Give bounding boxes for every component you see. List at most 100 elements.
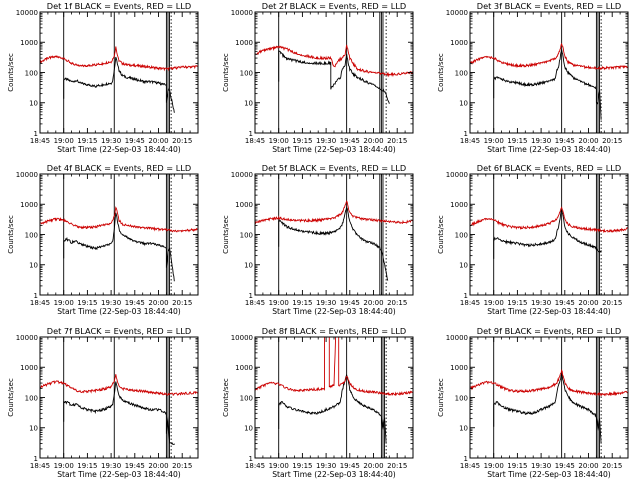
series-line-lld [39, 46, 199, 72]
x-tick-label: 19:15 [77, 462, 97, 470]
x-tick-label: 19:30 [531, 299, 551, 307]
y-tick-label: 100 [455, 231, 468, 239]
x-tick-label: 20:00 [578, 299, 598, 307]
x-tick-label: 20:00 [578, 462, 598, 470]
series-line-events [63, 56, 175, 113]
y-tick-label: 1 [464, 292, 468, 300]
x-tick-label: 20:15 [602, 299, 622, 307]
y-tick-label: 1 [464, 130, 468, 138]
y-tick-label: 100 [240, 231, 253, 239]
x-tick-label: 20:00 [148, 299, 168, 307]
y-axis-label: Counts/sec [437, 378, 445, 417]
x-tick-label: 20:15 [387, 137, 407, 145]
y-tick-label: 100 [240, 69, 253, 77]
chart-panel-7: Det 7f BLACK = Events, RED = LLD 1 10 100 10… [7, 326, 199, 479]
x-tick-label: 18:45 [245, 462, 265, 470]
chart-panel-8: Det 8f BLACK = Events, RED = LLD 1 10 100 10… [222, 326, 414, 479]
chart-panel-9: Det 9f BLACK = Events, RED = LLD 1 10 100 10… [437, 326, 629, 479]
x-tick-label: 19:45 [340, 462, 360, 470]
y-tick-label: 10000 [16, 334, 38, 342]
y-axis-label: Counts/sec [7, 53, 15, 92]
series-line-lld [254, 336, 414, 397]
x-tick-label: 19:15 [292, 462, 312, 470]
series-line-lld [469, 206, 629, 234]
x-tick-label: 20:15 [172, 462, 192, 470]
y-tick-label: 1 [34, 292, 38, 300]
x-axis-label: Start Time (22-Sep-03 18:44:40) [487, 145, 611, 154]
x-tick-label: 19:00 [54, 137, 74, 145]
x-tick-label: 19:00 [54, 462, 74, 470]
y-tick-label: 10 [29, 100, 38, 108]
series-line-lld [40, 206, 199, 233]
x-tick-label: 19:00 [484, 299, 504, 307]
y-tick-label: 1000 [20, 39, 38, 47]
y-tick-label: 1000 [450, 364, 468, 372]
y-tick-label: 10 [244, 262, 253, 270]
chart-panel-4: Det 4f BLACK = Events, RED = LLD 1 10 100 10… [7, 163, 199, 316]
series-line-events [278, 50, 390, 104]
x-tick-label: 19:00 [269, 462, 289, 470]
y-tick-label: 1 [249, 455, 253, 463]
chart-title: Det 9f BLACK = Events, RED = LLD [477, 326, 621, 336]
x-tick-label: 19:15 [507, 299, 527, 307]
x-tick-label: 20:15 [387, 462, 407, 470]
y-tick-label: 10000 [446, 171, 468, 179]
y-tick-label: 10000 [231, 9, 253, 17]
y-axis-label: Counts/sec [222, 53, 230, 92]
x-tick-label: 18:45 [460, 462, 480, 470]
x-tick-label: 19:15 [507, 462, 527, 470]
x-axis-label: Start Time (22-Sep-03 18:44:40) [272, 145, 396, 154]
y-tick-label: 10 [459, 262, 468, 270]
x-tick-label: 19:30 [316, 299, 336, 307]
chart-panel-1: Det 1f BLACK = Events, RED = LLD 1 10 100 10… [7, 1, 199, 154]
x-tick-label: 19:30 [101, 137, 121, 145]
x-tick-label: 20:00 [578, 137, 598, 145]
y-tick-label: 1000 [20, 201, 38, 209]
x-tick-label: 19:15 [77, 299, 97, 307]
x-tick-label: 18:45 [245, 137, 265, 145]
y-tick-label: 100 [240, 394, 253, 402]
chart-title: Det 7f BLACK = Events, RED = LLD [47, 326, 191, 336]
y-tick-label: 1 [34, 130, 38, 138]
series-line-events [278, 373, 387, 444]
y-tick-label: 10000 [231, 334, 253, 342]
x-tick-label: 19:15 [77, 137, 97, 145]
y-axis-label: Counts/sec [7, 215, 15, 254]
x-axis-label: Start Time (22-Sep-03 18:44:40) [487, 470, 611, 479]
x-axis-label: Start Time (22-Sep-03 18:44:40) [57, 470, 181, 479]
y-tick-label: 10000 [231, 171, 253, 179]
y-tick-label: 1000 [235, 39, 253, 47]
x-tick-label: 19:30 [101, 299, 121, 307]
y-tick-label: 1000 [235, 201, 253, 209]
y-tick-label: 10 [29, 262, 38, 270]
chart-title: Det 6f BLACK = Events, RED = LLD [477, 163, 621, 173]
x-tick-label: 19:15 [292, 299, 312, 307]
chart-title: Det 1f BLACK = Events, RED = LLD [47, 1, 191, 11]
x-tick-label: 18:45 [245, 299, 265, 307]
y-tick-label: 10 [459, 425, 468, 433]
y-axis-label: Counts/sec [437, 215, 445, 254]
chart-title: Det 5f BLACK = Events, RED = LLD [262, 163, 406, 173]
chart-title: Det 4f BLACK = Events, RED = LLD [47, 163, 191, 173]
series-line-lld [469, 369, 629, 397]
x-tick-label: 19:45 [125, 462, 145, 470]
x-tick-label: 19:30 [101, 462, 121, 470]
y-tick-label: 10 [244, 100, 253, 108]
series-line-events [493, 49, 602, 120]
x-tick-label: 19:15 [507, 137, 527, 145]
x-tick-label: 18:45 [30, 299, 50, 307]
x-tick-label: 20:15 [602, 462, 622, 470]
x-tick-label: 20:00 [363, 299, 383, 307]
x-tick-label: 19:00 [269, 299, 289, 307]
chart-title: Det 3f BLACK = Events, RED = LLD [477, 1, 621, 11]
y-tick-label: 10000 [446, 334, 468, 342]
x-tick-label: 19:30 [531, 137, 551, 145]
series-line-lld [254, 200, 414, 225]
x-tick-label: 20:15 [602, 137, 622, 145]
y-tick-label: 100 [25, 69, 38, 77]
y-tick-label: 1 [249, 292, 253, 300]
y-axis-label: Counts/sec [7, 378, 15, 417]
y-tick-label: 1000 [235, 364, 253, 372]
x-tick-label: 19:45 [555, 462, 575, 470]
